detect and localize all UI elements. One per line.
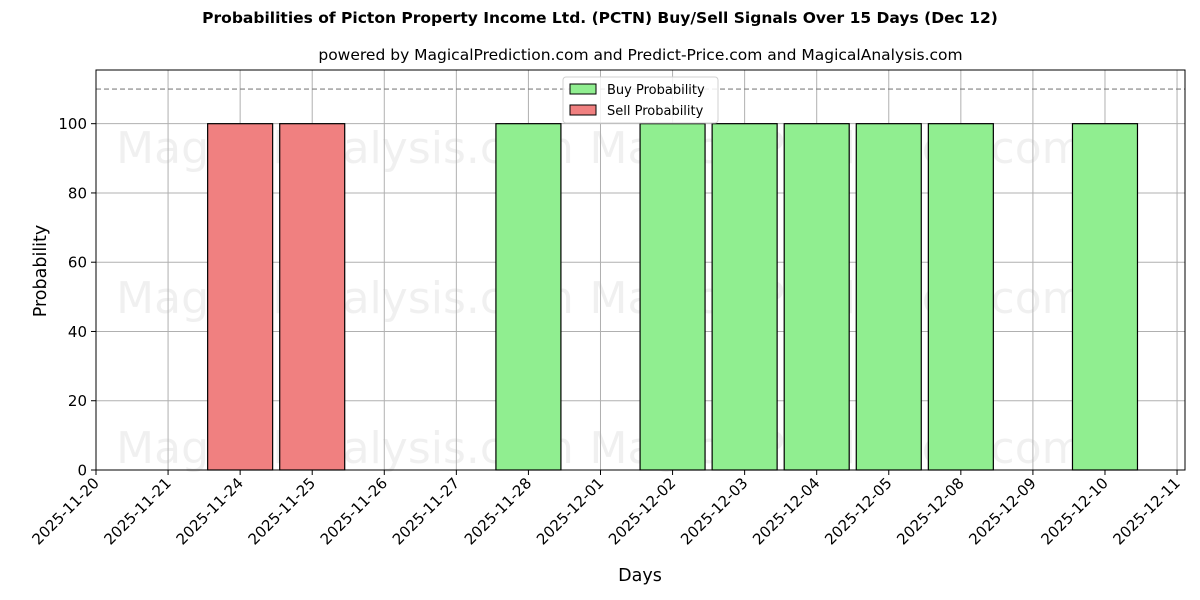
sell-bar [207, 123, 274, 471]
y-axis-label: Probability [31, 225, 51, 318]
y-axis: 0 20 40 60 80 100 [58, 115, 96, 480]
plot-frame [95, 69, 1186, 471]
x-tick-label: 2025-12-01 [533, 474, 607, 548]
x-tick-label: 2025-12-02 [605, 474, 679, 548]
legend-swatch-buy [569, 83, 597, 95]
legend-label: Buy Probability [607, 83, 705, 98]
x-tick-label: 2025-12-04 [749, 474, 823, 548]
x-tick-label: 2025-11-24 [173, 474, 247, 548]
x-tick-label: 2025-11-26 [317, 474, 391, 548]
legend-label: Sell Probability [607, 104, 704, 119]
y-tick-label: 80 [68, 184, 87, 202]
x-tick-label: 2025-11-28 [461, 474, 535, 548]
buy-bar [1071, 123, 1139, 471]
y-tick-label: 20 [68, 392, 87, 410]
x-axis-label: Days [618, 566, 662, 586]
buy-bar [855, 123, 922, 471]
x-tick-label: 2025-12-08 [893, 474, 967, 548]
buy-bar [495, 123, 562, 471]
chart-title: Probabilities of Picton Property Income … [202, 9, 998, 27]
x-tick-label: 2025-12-11 [1109, 474, 1183, 548]
x-tick-label: 2025-11-20 [28, 474, 102, 548]
x-tick-label: 2025-12-10 [1037, 474, 1111, 548]
chart-subtitle: powered by MagicalPrediction.com and Pre… [318, 46, 963, 64]
legend-swatch-sell [569, 104, 597, 116]
x-tick-label: 2025-11-27 [389, 474, 463, 548]
legend: Buy Probability Sell Probability [562, 76, 719, 124]
x-tick-label: 2025-12-05 [821, 474, 895, 548]
x-tick-label: 2025-11-21 [101, 474, 175, 548]
x-tick-label: 2025-11-25 [245, 474, 319, 548]
x-axis: 2025-11-202025-11-212025-11-242025-11-25… [28, 470, 1184, 548]
buy-bar [783, 123, 850, 471]
legend-box [562, 76, 719, 124]
y-tick-label: 0 [77, 462, 87, 480]
buy-bar [711, 123, 778, 471]
y-tick-label: 60 [68, 254, 87, 272]
bars [207, 123, 1139, 471]
sell-bar [279, 123, 346, 471]
buy-bar [639, 123, 706, 471]
x-tick-label: 2025-12-03 [677, 474, 751, 548]
y-tick-label: 100 [58, 115, 87, 133]
y-tick-label: 40 [68, 323, 87, 341]
x-tick-label: 2025-12-09 [965, 474, 1039, 548]
buy-bar [927, 123, 994, 471]
